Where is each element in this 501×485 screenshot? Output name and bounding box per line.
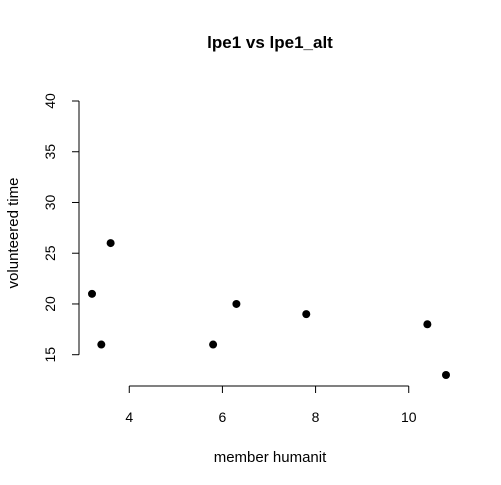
data-point <box>97 340 106 349</box>
y-tick-label: 20 <box>42 296 58 312</box>
y-tick-label: 30 <box>42 194 58 210</box>
y-tick-label: 40 <box>42 93 58 109</box>
data-point <box>442 371 450 379</box>
y-axis: 15 20 25 30 35 40 <box>42 93 80 363</box>
data-point <box>302 310 311 319</box>
data-point <box>106 239 115 248</box>
data-point <box>209 340 218 349</box>
y-tick-label: 35 <box>42 144 58 160</box>
x-tick-label: 10 <box>401 409 417 425</box>
data-point <box>423 320 432 329</box>
y-tick-label: 25 <box>42 245 58 261</box>
data-point <box>88 289 96 298</box>
data-point <box>232 299 241 308</box>
x-tick-label: 8 <box>312 409 320 425</box>
x-tick-label: 6 <box>219 409 227 425</box>
chart-title: lpe1 vs lpe1_alt <box>207 33 333 52</box>
y-axis-label: volunteered time <box>5 178 22 289</box>
x-axis-label: member humanit <box>214 449 327 466</box>
y-tick-label: 15 <box>42 347 58 363</box>
x-axis: 4 6 8 10 <box>125 385 417 425</box>
x-tick-label: 4 <box>125 409 133 425</box>
data-points <box>88 239 450 379</box>
